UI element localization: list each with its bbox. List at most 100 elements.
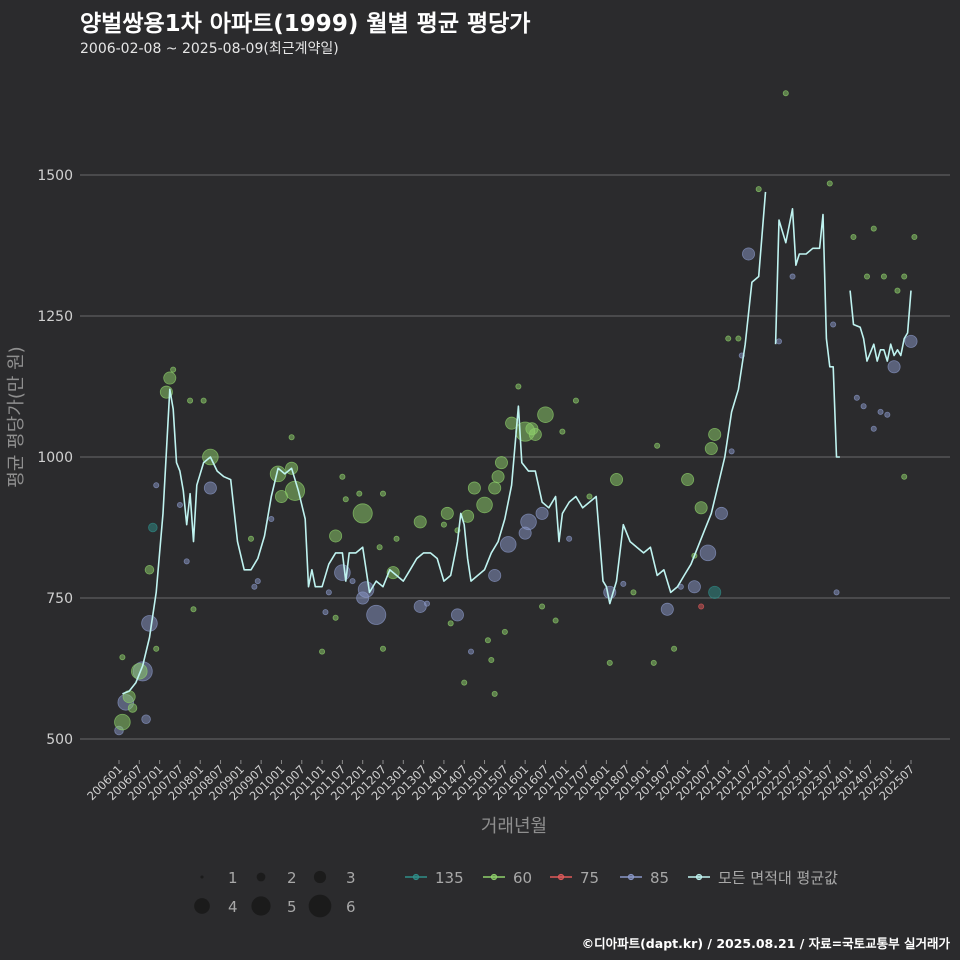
data-point xyxy=(698,603,705,610)
average-line-segment xyxy=(122,191,767,695)
data-point xyxy=(342,496,349,503)
data-point xyxy=(450,608,464,622)
y-tick-label: 1250 xyxy=(37,309,73,325)
data-point xyxy=(650,659,657,666)
data-point xyxy=(620,580,627,587)
data-point xyxy=(447,620,454,627)
data-point xyxy=(203,481,217,495)
data-point xyxy=(904,334,918,348)
data-point xyxy=(141,615,158,632)
data-point xyxy=(176,501,183,508)
data-point xyxy=(413,515,427,529)
data-point xyxy=(494,456,508,470)
legend-series-marker xyxy=(627,873,635,881)
data-point xyxy=(141,714,151,725)
data-point xyxy=(901,273,908,280)
x-axis-label: 거래년월 xyxy=(481,816,547,837)
data-point xyxy=(552,617,559,624)
legend-series-marker xyxy=(695,873,703,881)
data-point xyxy=(251,583,258,590)
data-point xyxy=(586,493,593,500)
data-point xyxy=(660,602,674,616)
data-point xyxy=(423,600,430,607)
data-point xyxy=(488,657,495,664)
data-point xyxy=(850,234,857,241)
data-point xyxy=(322,609,329,616)
data-point xyxy=(755,186,762,193)
data-point xyxy=(319,648,326,655)
legend-series-marker xyxy=(557,873,565,881)
data-point xyxy=(352,503,373,524)
data-point xyxy=(606,659,613,666)
data-point xyxy=(742,247,756,261)
data-point xyxy=(144,565,155,575)
data-point xyxy=(630,589,637,596)
data-point xyxy=(911,234,918,241)
data-point xyxy=(735,335,742,342)
data-point xyxy=(725,335,732,342)
data-point xyxy=(884,411,891,418)
chart-subtitle: 2006-02-08 ~ 2025-08-09(최근계약일) xyxy=(80,41,339,57)
data-point xyxy=(114,713,131,731)
legend-size-symbol xyxy=(200,875,204,879)
data-point xyxy=(325,589,332,596)
data-point xyxy=(499,536,517,553)
data-point xyxy=(484,637,491,644)
data-point xyxy=(467,481,481,495)
legend-series-label: 135 xyxy=(435,869,464,887)
legend-size-label: 6 xyxy=(346,898,356,916)
data-point xyxy=(535,506,549,520)
scatter-points xyxy=(114,90,918,736)
legend-series-label: 75 xyxy=(580,869,599,887)
data-point xyxy=(190,606,197,613)
data-point xyxy=(366,604,387,625)
legend: 1 2 3 4 5 6 135 60 75 85 모든 면적대 평균값 xyxy=(194,869,838,918)
data-point xyxy=(566,535,573,542)
data-point xyxy=(518,526,532,540)
legend-size-symbol xyxy=(251,896,271,916)
data-point xyxy=(183,558,190,565)
data-point xyxy=(148,522,158,533)
data-point xyxy=(833,589,840,596)
data-point xyxy=(515,383,522,390)
data-point xyxy=(901,473,908,480)
average-line-segment xyxy=(774,208,840,458)
legend-series-label: 60 xyxy=(513,869,532,887)
data-point xyxy=(572,397,579,404)
data-point xyxy=(681,473,695,487)
data-point xyxy=(708,427,722,441)
data-point xyxy=(894,287,901,294)
data-point xyxy=(860,403,867,410)
data-point xyxy=(247,535,254,542)
y-tick-label: 1000 xyxy=(37,450,73,466)
data-point xyxy=(887,360,901,374)
data-point xyxy=(488,568,502,582)
legend-size-label: 3 xyxy=(346,869,356,887)
data-point xyxy=(376,544,383,551)
y-tick-label: 1500 xyxy=(37,168,73,184)
data-point xyxy=(870,225,877,232)
chart-title: 양벌쌍용1차 아파트(1999) 월별 평균 평당가 xyxy=(80,11,531,37)
data-point xyxy=(476,496,493,514)
data-point xyxy=(539,603,546,610)
data-point xyxy=(357,581,375,598)
y-tick-label: 500 xyxy=(46,732,73,748)
data-point xyxy=(153,645,160,652)
data-point xyxy=(671,645,678,652)
data-point xyxy=(853,394,860,401)
data-point xyxy=(877,408,884,415)
data-point xyxy=(379,490,386,497)
data-point xyxy=(127,703,138,713)
data-point xyxy=(694,501,708,515)
footer-credit: ©디아파트(dapt.kr) / 2025.08.21 / 자료=국토교통부 실… xyxy=(581,936,950,951)
average-line xyxy=(122,191,912,695)
data-point xyxy=(782,90,789,97)
legend-size-label: 1 xyxy=(228,869,238,887)
data-point xyxy=(708,585,722,599)
data-point xyxy=(163,371,177,385)
data-point xyxy=(461,679,468,686)
data-point xyxy=(440,521,447,528)
data-point xyxy=(687,580,701,594)
data-point xyxy=(200,397,207,404)
